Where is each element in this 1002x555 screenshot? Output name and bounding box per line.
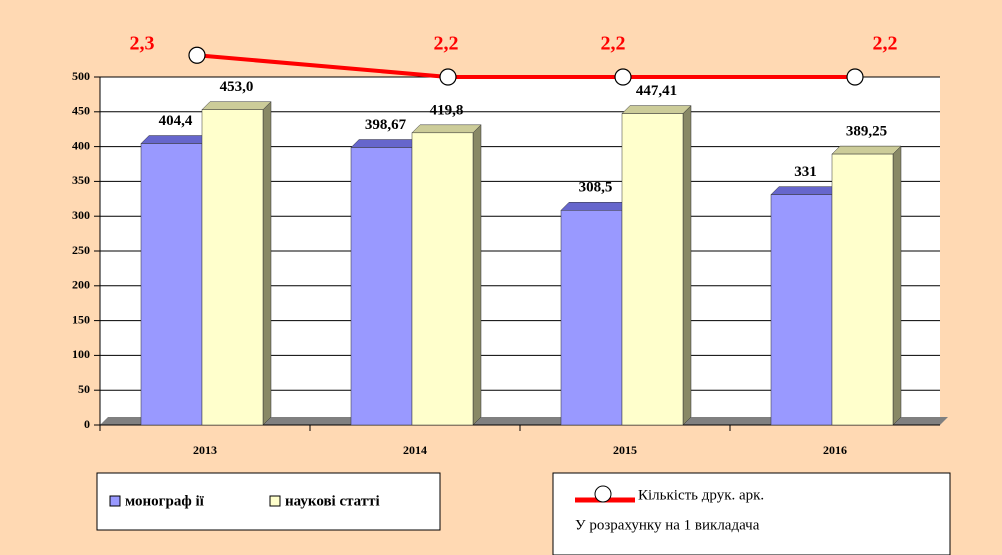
bar [140, 143, 203, 426]
value-label: 447,41 [636, 83, 677, 99]
value-label: 453,0 [220, 79, 254, 95]
bar-top [621, 105, 692, 114]
line-marker [614, 68, 632, 86]
legend-label: наукові статті [285, 493, 380, 509]
y-tick-label: 400 [72, 138, 90, 152]
bar-top [140, 135, 211, 144]
value-label: 404,4 [159, 113, 193, 129]
legend-box [96, 472, 441, 531]
y-tick-label: 250 [72, 243, 90, 257]
bar [831, 153, 894, 426]
value-label: 308,5 [579, 180, 613, 196]
line-marker [846, 68, 864, 86]
bar-top [350, 139, 421, 148]
y-tick-label: 150 [72, 312, 90, 326]
legend-swatch [109, 495, 121, 507]
bar-top [831, 145, 902, 155]
bar-side [262, 101, 272, 426]
y-tick-label: 300 [72, 208, 90, 222]
line-value-label: 2,2 [873, 33, 898, 55]
x-tick-label: 2014 [403, 443, 427, 457]
bar-side [892, 145, 902, 426]
line-marker [439, 68, 457, 86]
legend-label: Кількість друк. арк. [638, 487, 764, 503]
y-tick-label: 450 [72, 104, 90, 118]
line-value-label: 2,3 [130, 33, 155, 55]
legend-box [552, 472, 951, 555]
y-tick-label: 50 [78, 382, 90, 396]
line-value-label: 2,2 [601, 33, 626, 55]
floor [100, 417, 948, 425]
value-label: 398,67 [365, 117, 407, 133]
value-label: 389,25 [846, 124, 887, 140]
bar [770, 194, 833, 426]
y-tick-label: 100 [72, 347, 90, 361]
x-tick-label: 2013 [193, 443, 217, 457]
x-tick-label: 2016 [823, 443, 847, 457]
bar-top [560, 202, 631, 211]
legend-swatch [269, 495, 281, 507]
y-tick-label: 500 [72, 69, 90, 83]
y-tick-label: 0 [84, 417, 90, 431]
value-label: 331 [794, 164, 817, 180]
bar [411, 132, 474, 426]
bar-side [472, 124, 482, 426]
value-label: 419,8 [430, 102, 464, 118]
y-tick-label: 350 [72, 173, 90, 187]
bar [560, 210, 623, 426]
y-tick-label: 200 [72, 278, 90, 292]
legend-label: монограф ії [125, 493, 205, 509]
x-tick-label: 2015 [613, 443, 637, 457]
bar-top [201, 101, 272, 110]
bar-side [682, 104, 692, 426]
line [196, 53, 855, 79]
line-value-label: 2,2 [434, 33, 459, 55]
legend-marker [594, 485, 612, 503]
bar-top [770, 186, 841, 195]
bar-top [411, 124, 482, 134]
bar [621, 113, 684, 426]
line-marker [188, 46, 206, 64]
legend-note: У розрахунку на 1 викладача [575, 517, 760, 533]
bar [350, 147, 413, 426]
bar [201, 109, 264, 426]
